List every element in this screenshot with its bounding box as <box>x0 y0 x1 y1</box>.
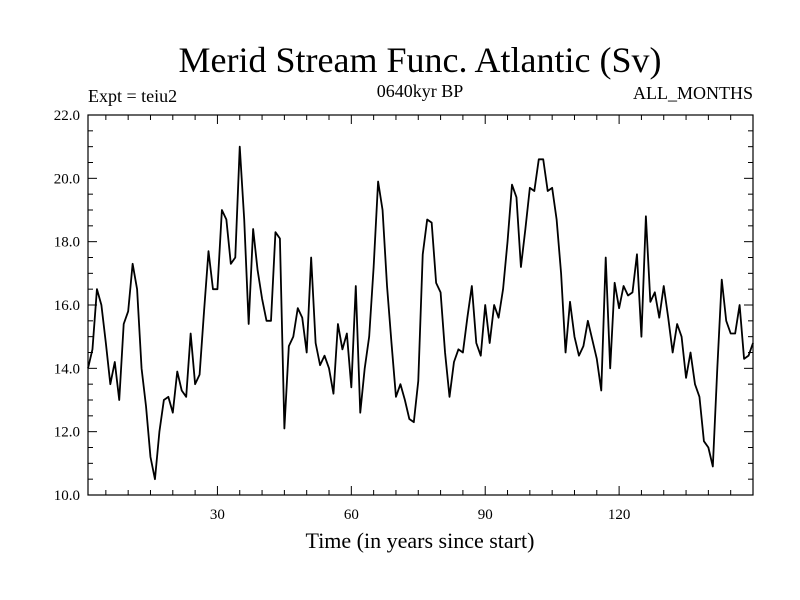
y-tick-label: 10.0 <box>54 488 80 504</box>
x-tick-label: 30 <box>210 507 225 523</box>
x-tick-label: 120 <box>608 507 631 523</box>
y-tick-label: 12.0 <box>54 425 80 441</box>
chart-title: Merid Stream Func. Atlantic (Sv) <box>179 40 662 80</box>
x-tick-label: 90 <box>478 507 493 523</box>
y-tick-label: 18.0 <box>54 235 80 251</box>
x-tick-label: 60 <box>344 507 359 523</box>
x-axis-ticks: 30 60 90 120 <box>105 115 754 523</box>
series-group <box>87 145 754 481</box>
y-tick-label: 22.0 <box>54 108 80 124</box>
x-axis-label: Time (in years since start) <box>306 528 535 553</box>
period-label: 0640kyr BP <box>377 81 464 101</box>
y-tick-label: 14.0 <box>54 361 80 377</box>
series-line <box>87 145 754 481</box>
y-axis-ticks: 10.0 12.0 14.0 16.0 18.0 20.0 22.0 <box>54 108 753 504</box>
plot-frame <box>87 114 754 496</box>
y-tick-label: 20.0 <box>54 171 80 187</box>
experiment-label: Expt = teiu2 <box>88 86 177 106</box>
months-label: ALL_MONTHS <box>633 83 753 103</box>
y-tick-label: 16.0 <box>54 298 80 314</box>
